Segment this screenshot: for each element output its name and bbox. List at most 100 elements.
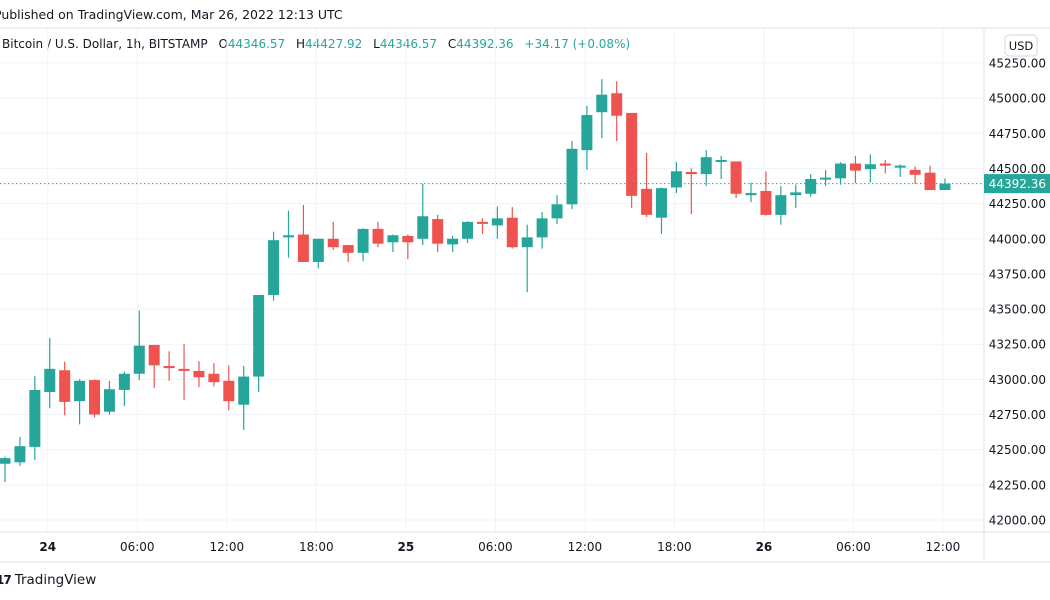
tradingview-logo-icon[interactable]: 17 xyxy=(0,573,12,587)
candle-body-down xyxy=(163,366,175,369)
candle xyxy=(357,228,369,262)
candle-body-down xyxy=(148,344,160,366)
candle xyxy=(611,81,623,142)
candle xyxy=(118,371,130,407)
candle xyxy=(551,195,563,225)
candle xyxy=(581,105,593,170)
candle-body-down xyxy=(611,93,623,116)
candle-body-down xyxy=(297,234,309,262)
candle-body-up xyxy=(655,188,667,218)
candle-body-down xyxy=(924,172,936,191)
price-tick-label: 43000.00 xyxy=(989,373,1046,387)
candle xyxy=(685,168,697,215)
time-tick-label: 06:00 xyxy=(120,540,155,554)
candle-body-up xyxy=(775,195,787,215)
candle-body-up xyxy=(521,237,533,248)
candle-body-up xyxy=(312,238,324,262)
candle xyxy=(253,295,265,393)
candle xyxy=(820,169,832,187)
candle-body-up xyxy=(0,458,11,464)
currency-button[interactable]: USD xyxy=(1004,34,1038,57)
candle xyxy=(133,310,145,381)
candle-body-up xyxy=(491,218,503,226)
candle-body-down xyxy=(342,245,354,253)
candle xyxy=(297,205,309,262)
candle xyxy=(909,166,921,184)
time-axis[interactable]: 24 06:00 12:00 18:00 25 06:00 12:00 18:00 26 06:0… xyxy=(39,540,960,554)
candle-body-up xyxy=(118,373,130,390)
candle xyxy=(89,379,101,418)
candle-body-down xyxy=(641,188,653,215)
current-price-label: 44392.36 xyxy=(984,174,1050,194)
candle xyxy=(432,214,444,253)
candle-body-up xyxy=(581,115,593,151)
time-tick-label: 12:00 xyxy=(568,540,603,554)
close-value: 44392.36 xyxy=(456,37,514,51)
candle xyxy=(864,154,876,183)
candle xyxy=(715,155,727,180)
candle-body-down xyxy=(685,171,697,175)
candle-body-up xyxy=(447,238,459,245)
candle xyxy=(894,164,906,177)
candle xyxy=(223,365,235,411)
candle-body-down xyxy=(208,373,220,383)
candle xyxy=(835,162,847,185)
price-tick-label: 42000.00 xyxy=(989,514,1046,528)
price-tick-label: 44750.00 xyxy=(989,127,1046,141)
candle xyxy=(924,165,936,191)
candle xyxy=(387,234,399,253)
candle-body-down xyxy=(193,370,205,378)
candle xyxy=(103,380,115,415)
candle xyxy=(208,363,220,387)
candle-body-down xyxy=(476,221,488,224)
candle xyxy=(327,221,339,251)
price-tick-label: 43750.00 xyxy=(989,267,1046,281)
candle-body-up xyxy=(14,446,26,463)
candle xyxy=(760,171,772,216)
candle xyxy=(775,186,787,225)
candle-body-up xyxy=(238,376,250,405)
candle-body-up xyxy=(864,164,876,170)
candle-body-down xyxy=(506,217,518,248)
candle-body-down xyxy=(178,368,190,371)
candle-body-up xyxy=(29,389,41,447)
candle-body-down xyxy=(372,228,384,244)
candle-body-down xyxy=(760,190,772,215)
candle xyxy=(626,112,638,208)
candle-body-up xyxy=(387,235,399,243)
candle-body-up xyxy=(790,192,802,196)
candle-body-down xyxy=(849,163,861,171)
candle xyxy=(74,379,86,425)
candle xyxy=(491,206,503,239)
candle xyxy=(670,162,682,194)
time-tick-label: 06:00 xyxy=(478,540,513,554)
candle xyxy=(372,221,384,248)
candle-body-up xyxy=(700,157,712,175)
candle-body-up xyxy=(820,177,832,180)
candle-body-up xyxy=(417,216,429,239)
candle-body-up xyxy=(133,345,145,374)
candle-body-down xyxy=(432,219,444,244)
candle-body-up xyxy=(596,94,608,113)
candle xyxy=(745,182,757,203)
candle-body-up xyxy=(715,160,727,163)
candle xyxy=(566,141,578,210)
candle-body-down xyxy=(223,380,235,402)
candle-body-up xyxy=(44,368,56,393)
price-tick-label: 44250.00 xyxy=(989,197,1046,211)
brand-name[interactable]: TradingView xyxy=(14,572,97,588)
candle xyxy=(163,351,175,381)
candle xyxy=(447,235,459,253)
candle xyxy=(282,210,294,258)
candle-body-down xyxy=(879,163,891,166)
close-label: C xyxy=(447,37,457,51)
candle xyxy=(521,224,533,293)
candle xyxy=(700,150,712,187)
candle-body-up xyxy=(939,183,951,191)
price-tick-label: 42750.00 xyxy=(989,408,1046,422)
candle-body-up xyxy=(536,218,548,238)
price-axis[interactable]: 42000.00 42250.00 42500.00 42750.00 43000.00… xyxy=(989,57,1046,528)
candle-body-down xyxy=(730,161,742,194)
symbol-title[interactable]: Bitcoin / U.S. Dollar, 1h, BITSTAMP xyxy=(2,37,208,51)
